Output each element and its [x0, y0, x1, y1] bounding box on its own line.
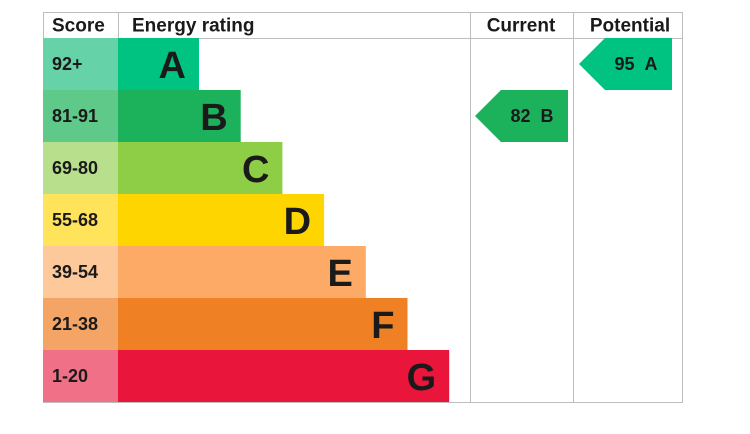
rating-bar — [118, 142, 283, 194]
score-label: 39-54 — [52, 262, 98, 282]
score-cell — [43, 38, 118, 90]
rating-bar — [118, 350, 450, 402]
rating-letter: E — [327, 253, 352, 295]
score-cell — [43, 194, 118, 246]
potential-letter: A — [645, 54, 658, 74]
score-cell — [43, 350, 118, 402]
rating-bar — [118, 194, 325, 246]
potential-arrow — [579, 38, 672, 90]
current-letter: B — [541, 106, 554, 126]
score-label: 21-38 — [52, 314, 98, 334]
score-cell — [43, 246, 118, 298]
current-value: 82 — [510, 106, 530, 126]
current-arrow — [475, 90, 568, 142]
rating-bar — [118, 38, 199, 90]
header-potential: Potential — [590, 16, 670, 37]
header-rating: Energy rating — [132, 16, 254, 37]
header-score: Score — [52, 16, 105, 37]
header-current: Current — [487, 16, 556, 37]
rating-letter: G — [407, 357, 437, 399]
rating-bar — [118, 90, 241, 142]
rating-letter: B — [200, 97, 227, 139]
rating-letter: D — [284, 201, 311, 243]
score-cell — [43, 90, 118, 142]
score-cell — [43, 142, 118, 194]
rating-bar — [118, 298, 408, 350]
score-label: 81-91 — [52, 106, 98, 126]
score-label: 92+ — [52, 54, 83, 74]
score-label: 69-80 — [52, 158, 98, 178]
rating-bar — [118, 246, 366, 298]
score-cell — [43, 298, 118, 350]
score-label: 1-20 — [52, 366, 88, 386]
score-label: 55-68 — [52, 210, 98, 230]
rating-letter: F — [371, 305, 394, 347]
rating-letter: A — [159, 45, 186, 87]
rating-letter: C — [242, 149, 269, 191]
potential-value: 95 — [614, 54, 634, 74]
